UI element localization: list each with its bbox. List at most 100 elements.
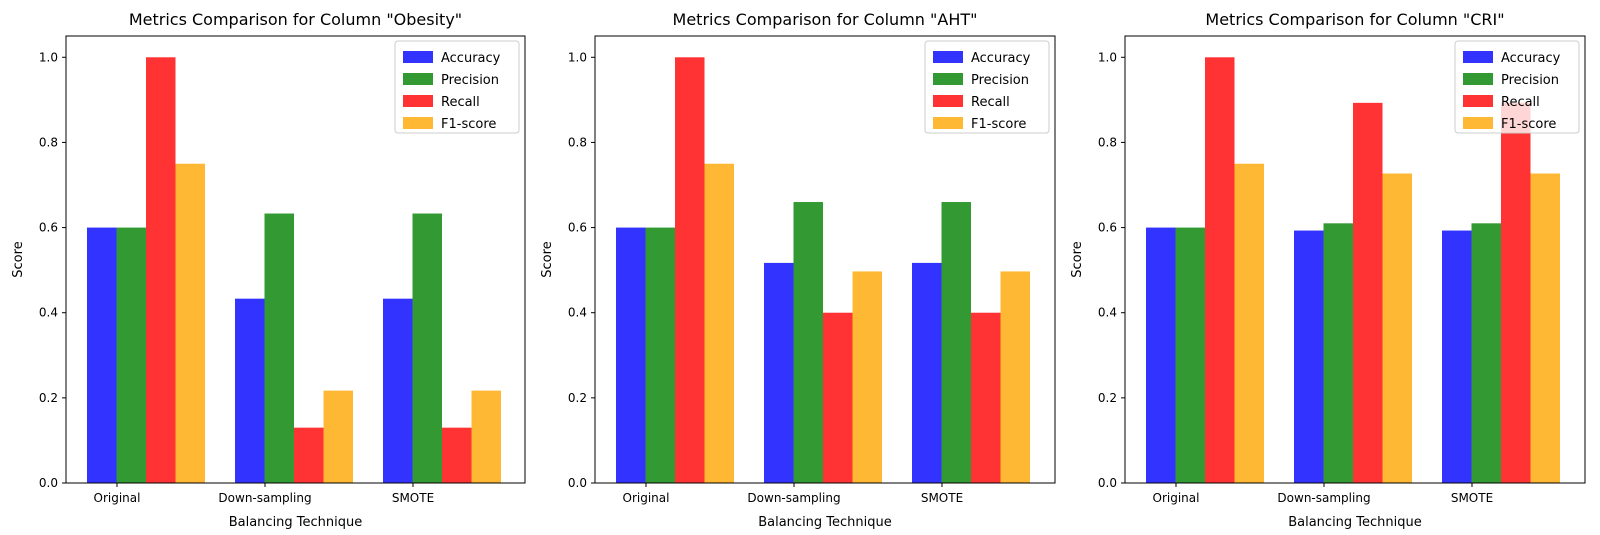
x-tick-label: Original	[94, 491, 141, 505]
legend-label: Accuracy	[1501, 51, 1561, 66]
bar-recall-down-sampling	[1353, 102, 1383, 483]
bar-recall-smote	[442, 427, 472, 483]
x-tick-label: Original	[1153, 491, 1200, 505]
legend-label: Precision	[441, 73, 499, 88]
bar-f1-score-smote	[471, 390, 501, 483]
bar-precision-smote	[412, 213, 442, 483]
bar-recall-smote	[971, 312, 1001, 483]
bar-recall-original	[146, 57, 176, 484]
legend-box	[924, 40, 1050, 134]
bar-accuracy-down-sampling	[764, 262, 794, 483]
x-tick-label: SMOTE	[1451, 491, 1493, 505]
bar-f1-score-smote	[1000, 271, 1030, 483]
legend-label: F1-score	[971, 117, 1026, 132]
legend-swatch	[933, 51, 963, 63]
legend-swatch	[1463, 51, 1493, 63]
x-tick-label: SMOTE	[392, 491, 434, 505]
y-tick-label: 0.2	[39, 391, 58, 405]
y-axis-label: Score	[1070, 241, 1085, 277]
chart-panel-2: Metrics Comparison for Column "AHT" Origi…	[540, 10, 1056, 530]
bar-precision-original	[1175, 227, 1205, 483]
bar-f1-score-down-sampling	[1382, 173, 1412, 483]
y-tick-label: 0.4	[568, 306, 587, 320]
bar-f1-score-smote	[1530, 173, 1560, 483]
x-tick-label: Down-sampling	[1277, 491, 1370, 505]
chart-title: Metrics Comparison for Column "CRI"	[1205, 10, 1504, 29]
axes-frame	[594, 35, 1056, 484]
bar-precision-smote	[941, 202, 971, 483]
legend-label: Recall	[1501, 95, 1540, 110]
legend-box	[1454, 40, 1580, 134]
bar-precision-down-sampling	[1323, 223, 1353, 484]
bar-recall-smote	[1501, 102, 1531, 483]
bar-recall-original	[675, 57, 705, 484]
x-tick-label: Down-sampling	[747, 491, 840, 505]
y-tick-label: 0.6	[1098, 221, 1117, 235]
y-tick-label: 0.0	[39, 476, 58, 490]
y-tick-label: 0.4	[39, 306, 58, 320]
y-tick-label: 0.8	[1098, 135, 1117, 149]
legend-swatch	[1463, 95, 1493, 107]
chart-title: Metrics Comparison for Column "Obesity"	[129, 10, 462, 29]
legend: Accuracy Precision Recall F1-score	[1454, 40, 1580, 134]
legend-label: Recall	[971, 95, 1010, 110]
bar-accuracy-original	[87, 227, 117, 483]
bar-accuracy-smote	[383, 298, 413, 483]
bar-recall-down-sampling	[294, 427, 324, 483]
legend-swatch	[1463, 73, 1493, 85]
legend-label: Accuracy	[441, 51, 501, 66]
bar-accuracy-original	[616, 227, 646, 483]
y-tick-label: 0.8	[568, 135, 587, 149]
x-tick-label: Down-sampling	[218, 491, 311, 505]
y-tick-label: 0.0	[1098, 476, 1117, 490]
legend-swatch	[933, 117, 963, 129]
bar-precision-original	[645, 227, 675, 483]
x-axis-label: Balancing Technique	[1288, 515, 1422, 530]
y-tick-label: 0.4	[1098, 306, 1117, 320]
x-tick-label: Original	[623, 491, 670, 505]
bar-precision-down-sampling	[793, 202, 823, 483]
axes-frame	[1124, 35, 1586, 484]
y-tick-label: 0.0	[568, 476, 587, 490]
y-axis-label: Score	[540, 241, 555, 277]
legend-label: Recall	[441, 95, 480, 110]
bar-recall-original	[1205, 57, 1235, 484]
bar-accuracy-down-sampling	[1294, 230, 1324, 483]
x-tick-label: SMOTE	[921, 491, 963, 505]
bar-f1-score-down-sampling	[852, 271, 882, 483]
bar-f1-score-original	[1234, 163, 1264, 483]
y-axis-label: Score	[11, 241, 26, 277]
legend-swatch	[933, 73, 963, 85]
bar-recall-down-sampling	[823, 312, 853, 483]
legend: Accuracy Precision Recall F1-score	[394, 40, 520, 134]
y-tick-label: 0.2	[568, 391, 587, 405]
y-tick-label: 0.2	[1098, 391, 1117, 405]
bar-accuracy-smote	[912, 262, 942, 483]
legend-label: Accuracy	[971, 51, 1031, 66]
bar-precision-down-sampling	[264, 213, 294, 483]
x-axis-label: Balancing Technique	[229, 515, 363, 530]
x-axis-label: Balancing Technique	[758, 515, 892, 530]
y-tick-label: 1.0	[568, 50, 587, 64]
axes-frame	[65, 35, 526, 484]
bar-accuracy-smote	[1442, 230, 1472, 483]
chart-title: Metrics Comparison for Column "AHT"	[673, 10, 978, 29]
legend-label: Precision	[1501, 73, 1559, 88]
legend-swatch	[403, 117, 433, 129]
bar-precision-smote	[1471, 223, 1501, 484]
y-tick-label: 1.0	[1098, 50, 1117, 64]
legend-label: F1-score	[1501, 117, 1556, 132]
legend-swatch	[403, 51, 433, 63]
legend-label: Precision	[971, 73, 1029, 88]
bar-accuracy-original	[1146, 227, 1176, 483]
y-tick-label: 0.6	[39, 221, 58, 235]
y-tick-label: 0.8	[39, 135, 58, 149]
legend: Accuracy Precision Recall F1-score	[924, 40, 1050, 134]
legend-swatch	[403, 73, 433, 85]
legend-swatch	[933, 95, 963, 107]
chart-panel-1: Metrics Comparison for Column "Obesity" O…	[11, 10, 526, 530]
y-tick-label: 0.6	[568, 221, 587, 235]
bar-precision-original	[116, 227, 146, 483]
bar-f1-score-original	[175, 163, 205, 483]
bar-f1-score-down-sampling	[323, 390, 353, 483]
